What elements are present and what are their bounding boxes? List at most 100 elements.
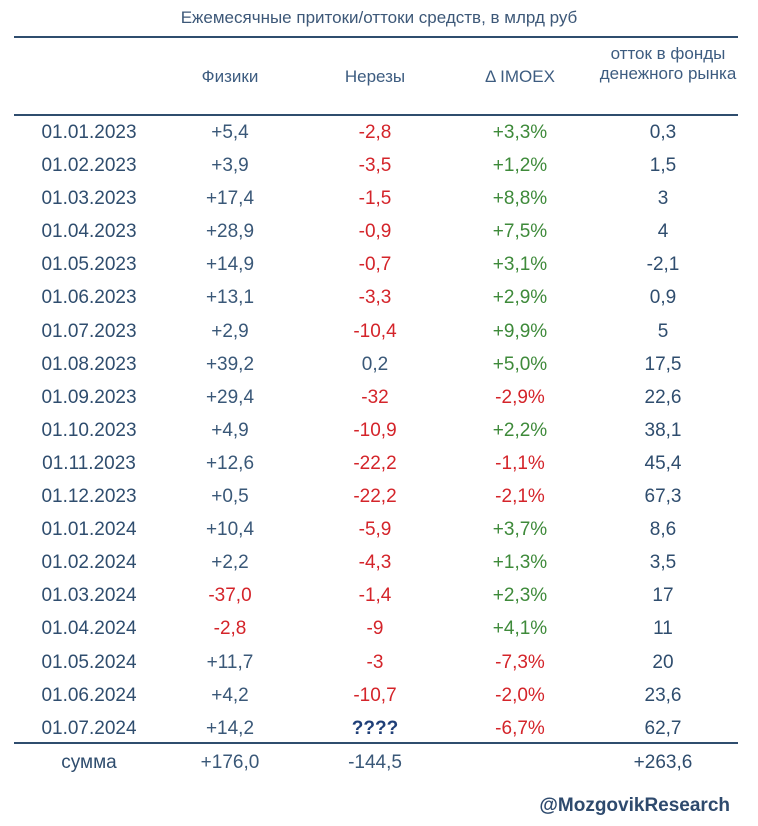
row-imoex: +1,3% <box>492 552 548 574</box>
row-nerezy: -9 <box>366 618 384 640</box>
row-date: 01.06.2024 <box>41 684 137 706</box>
row-date: 01.07.2024 <box>41 717 137 739</box>
row-mmf: 45,4 <box>644 452 682 474</box>
row-imoex: -1,1% <box>495 452 545 474</box>
table-row: 01.12.2023 +0,5 -22,2 -2,1% 67,3 <box>0 480 758 513</box>
row-fiziki: +13,1 <box>205 287 255 309</box>
table-row: 01.07.2023 +2,9 -10,4 +9,9% 5 <box>0 315 758 348</box>
table-row: 01.01.2023 +5,4 -2,8 +3,3% 0,3 <box>0 116 758 149</box>
table-row: 01.10.2023 +4,9 -10,9 +2,2% 38,1 <box>0 414 758 447</box>
row-nerezy: 0,2 <box>361 353 389 375</box>
header-rule <box>14 114 738 116</box>
row-fiziki: +2,9 <box>211 320 249 342</box>
row-nerezy: -3,3 <box>358 287 392 309</box>
row-nerezy: -3 <box>366 651 384 673</box>
top-rule <box>14 36 738 38</box>
sum-nerezy: -144,5 <box>348 752 402 773</box>
row-date: 01.03.2023 <box>41 188 137 210</box>
row-imoex: +7,5% <box>492 221 548 243</box>
table-row: 01.08.2023 +39,2 0,2 +5,0% 17,5 <box>0 348 758 381</box>
row-date: 01.02.2023 <box>41 155 137 177</box>
row-date: 01.08.2023 <box>41 353 137 375</box>
row-imoex: +1,2% <box>492 155 548 177</box>
table-row: 01.07.2024 +14,2???? -6,7% 62,7 <box>0 712 758 745</box>
row-imoex: +4,1% <box>492 618 548 640</box>
row-mmf: 5 <box>657 320 669 342</box>
row-fiziki: -2,8 <box>213 618 247 640</box>
row-imoex: +2,2% <box>492 419 548 441</box>
table-row: 01.05.2024 +11,7 -3 -7,3% 20 <box>0 646 758 679</box>
table-row: 01.06.2023 +13,1 -3,3 +2,9% 0,9 <box>0 281 758 314</box>
row-fiziki: +39,2 <box>205 353 255 375</box>
table-row: 01.04.2023 +28,9 -0,9 +7,5% 4 <box>0 215 758 248</box>
row-fiziki: +17,4 <box>205 188 255 210</box>
row-fiziki: +2,2 <box>211 552 249 574</box>
row-mmf: 23,6 <box>644 684 682 706</box>
row-mmf: 0,9 <box>649 287 677 309</box>
row-fiziki: +10,4 <box>205 519 255 541</box>
row-mmf: 1,5 <box>649 155 677 177</box>
table-row: 01.05.2023 +14,9 -0,7 +3,1% -2,1 <box>0 248 758 281</box>
row-fiziki: +29,4 <box>205 386 255 408</box>
row-fiziki: +11,7 <box>206 651 254 673</box>
row-imoex: +5,0% <box>492 353 548 375</box>
header-imoex: Δ IMOEX <box>485 67 555 86</box>
row-fiziki: +5,4 <box>211 122 249 143</box>
row-nerezy: -22,2 <box>353 486 397 508</box>
row-mmf: 4 <box>657 221 669 243</box>
row-mmf: -2,1 <box>646 254 680 276</box>
row-imoex: +3,1% <box>492 254 548 276</box>
row-imoex: +2,9% <box>492 287 548 309</box>
row-nerezy: -0,7 <box>358 254 392 276</box>
row-date: 01.04.2023 <box>41 221 137 243</box>
row-fiziki: +3,9 <box>211 155 249 177</box>
row-nerezy: ???? <box>351 717 399 739</box>
table-body: 01.01.2023 +5,4 -2,8 +3,3% 0,3 01.02.2023 +3,9… <box>0 116 758 745</box>
table-row: 01.03.2023 +17,4 -1,5 +8,8% 3 <box>0 182 758 215</box>
row-imoex: +9,9% <box>492 320 548 342</box>
row-nerezy: -4,3 <box>358 552 392 574</box>
table-row: 01.02.2023 +3,9 -3,5 +1,2% 1,5 <box>0 149 758 182</box>
row-date: 01.07.2023 <box>41 320 137 342</box>
row-date: 01.12.2023 <box>41 486 137 508</box>
row-mmf: 62,7 <box>644 717 682 739</box>
row-nerezy: -5,9 <box>358 519 392 541</box>
row-nerezy: -0,9 <box>358 221 392 243</box>
row-nerezy: -1,5 <box>358 188 392 210</box>
row-imoex: +2,3% <box>492 585 548 607</box>
row-date: 01.09.2023 <box>41 386 137 408</box>
table-row: 01.06.2024 +4,2 -10,7 -2,0% 23,6 <box>0 679 758 712</box>
row-imoex: +3,3% <box>492 122 548 143</box>
table-title: Ежемесячные притоки/оттоки средств, в мл… <box>180 8 578 27</box>
row-imoex: +3,7% <box>492 519 548 541</box>
row-date: 01.10.2023 <box>41 419 137 441</box>
row-nerezy: -1,4 <box>358 585 392 607</box>
row-mmf: 8,6 <box>649 519 677 541</box>
row-nerezy: -10,9 <box>353 419 397 441</box>
table-row: 01.01.2024 +10,4 -5,9 +3,7% 8,6 <box>0 513 758 546</box>
row-nerezy: -32 <box>361 386 389 408</box>
row-date: 01.05.2023 <box>41 254 137 276</box>
row-date: 01.06.2023 <box>41 287 137 309</box>
row-date: 01.01.2024 <box>41 519 137 541</box>
row-mmf: 20 <box>652 651 674 673</box>
row-mmf: 0,3 <box>649 122 677 143</box>
row-date: 01.01.2023 <box>41 122 137 143</box>
header-nerezy: Нерезы <box>344 67 406 86</box>
table-row: 01.02.2024 +2,2 -4,3 +1,3% 3,5 <box>0 546 758 579</box>
table-row: 01.03.2024 -37,0 -1,4 +2,3% 17 <box>0 579 758 612</box>
row-fiziki: +28,9 <box>205 221 255 243</box>
row-fiziki: +12,6 <box>205 452 255 474</box>
row-fiziki: +0,5 <box>211 486 249 508</box>
table-row: 01.11.2023 +12,6 -22,2 -1,1% 45,4 <box>0 447 758 480</box>
row-fiziki: +14,9 <box>205 254 255 276</box>
row-date: 01.04.2024 <box>41 618 137 640</box>
row-imoex: -6,7% <box>495 717 545 739</box>
row-fiziki: +4,2 <box>211 684 249 706</box>
row-mmf: 38,1 <box>644 419 682 441</box>
sum-label: сумма <box>61 752 117 773</box>
row-nerezy: -10,7 <box>353 684 397 706</box>
row-nerezy: -2,8 <box>358 122 392 143</box>
row-fiziki: +4,9 <box>211 419 249 441</box>
row-date: 01.11.2023 <box>42 452 136 474</box>
